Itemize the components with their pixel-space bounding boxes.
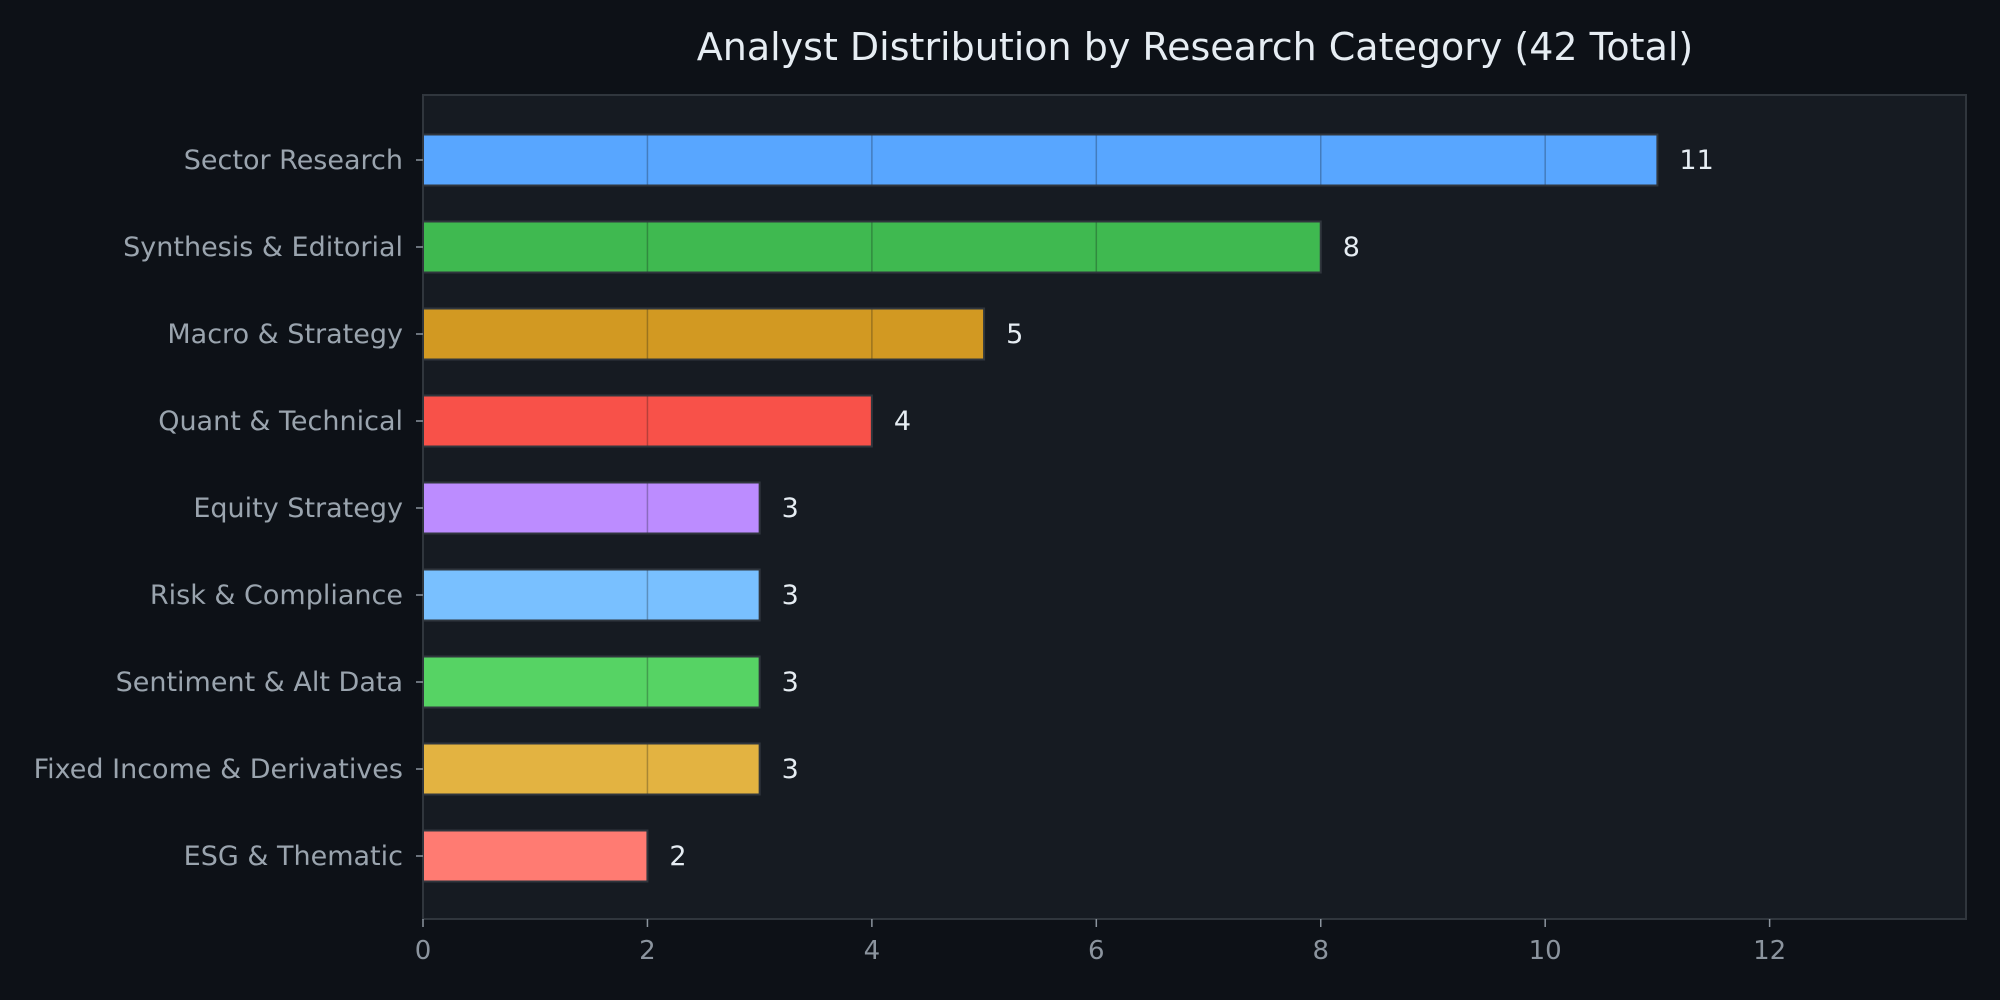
x-tick-label: 10 — [1529, 936, 1562, 966]
value-label: 3 — [782, 580, 799, 611]
bar — [422, 829, 649, 883]
category-label: Fixed Income & Derivatives — [34, 754, 403, 785]
bar — [422, 481, 761, 535]
category-label: Macro & Strategy — [167, 319, 403, 350]
x-axis-ticks: 0 2 4 6 8 10 12 — [415, 919, 1786, 966]
bar — [422, 307, 986, 361]
bar — [422, 133, 1659, 187]
bars-layer — [422, 133, 1659, 883]
x-tick-label: 4 — [864, 936, 881, 966]
value-label: 8 — [1343, 232, 1360, 263]
category-label: Sentiment & Alt Data — [116, 667, 403, 698]
bar — [422, 220, 1322, 274]
value-label: 2 — [669, 841, 686, 872]
category-label: ESG & Thematic — [184, 841, 403, 872]
value-label: 3 — [782, 754, 799, 785]
x-tick-label: 0 — [415, 936, 432, 966]
value-label: 3 — [782, 667, 799, 698]
value-label: 11 — [1679, 145, 1713, 176]
category-label: Quant & Technical — [158, 406, 403, 437]
x-tick-label: 8 — [1312, 936, 1329, 966]
x-tick-label: 6 — [1088, 936, 1105, 966]
value-labels: 11 8 5 4 3 3 3 3 2 — [669, 145, 1713, 872]
category-label: Sector Research — [184, 145, 403, 176]
chart-title: Analyst Distribution by Research Categor… — [697, 25, 1694, 69]
value-label: 4 — [894, 406, 911, 437]
y-axis-categories: Sector Research Synthesis & Editorial Macr… — [34, 145, 423, 872]
value-label: 5 — [1006, 319, 1023, 350]
bar — [422, 655, 761, 709]
category-label: Equity Strategy — [193, 493, 403, 524]
x-tick-label: 12 — [1753, 936, 1786, 966]
x-tick-label: 2 — [639, 936, 656, 966]
bar — [422, 568, 761, 622]
value-label: 3 — [782, 493, 799, 524]
category-label: Synthesis & Editorial — [123, 232, 403, 263]
category-label: Risk & Compliance — [150, 580, 403, 611]
bar — [422, 742, 761, 796]
